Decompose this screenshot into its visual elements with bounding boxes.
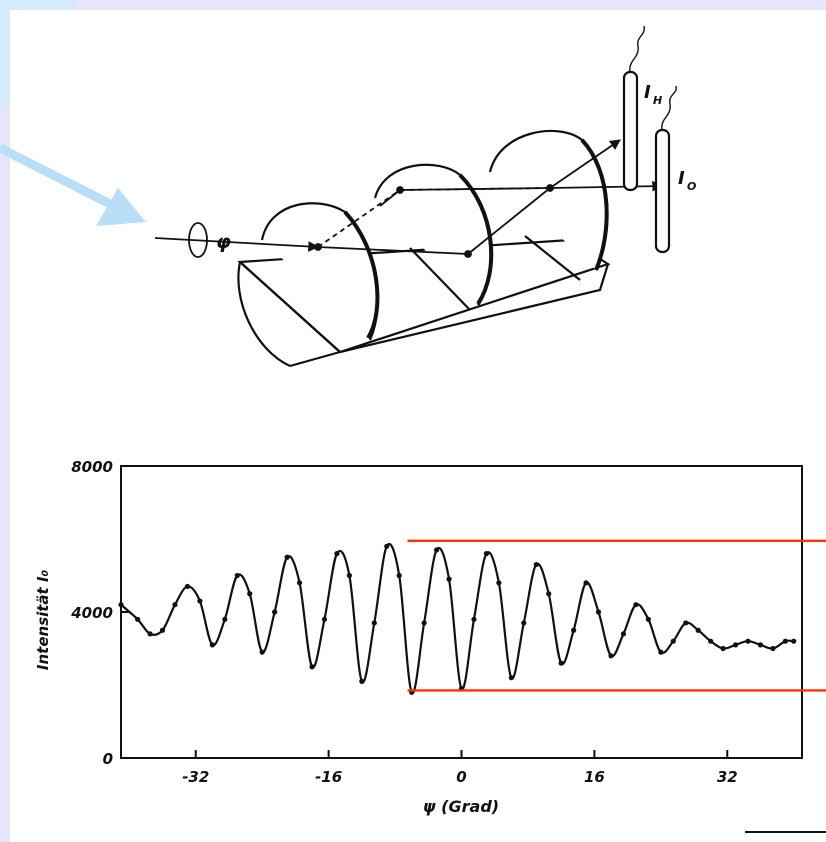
data-point [720, 645, 726, 652]
data-point [533, 561, 539, 568]
data-point [595, 609, 602, 615]
data-point [645, 616, 651, 622]
data-point [371, 620, 377, 626]
data-point [396, 572, 402, 579]
y-tick-label: 0 [103, 750, 113, 768]
beam-path [154, 139, 664, 258]
data-point [446, 576, 452, 582]
data-point [334, 551, 340, 557]
data-point [732, 642, 739, 648]
data-point [147, 631, 153, 637]
x-tick-label: -32 [182, 768, 209, 786]
y-tick-label: 8000 [71, 458, 113, 476]
data-point [421, 620, 427, 626]
data-point [546, 591, 552, 597]
data-point [708, 638, 714, 644]
y-axis-label: Intensität I₀ [34, 569, 52, 670]
x-tick-label: 0 [456, 768, 466, 786]
data-point [670, 638, 676, 644]
intensity-chart: -32 -16 0 16 32 0 4000 8000 Intensität I₀ ψ (Gr… [34, 458, 826, 816]
detector-h-label: I [644, 82, 651, 103]
x-tick-label: 32 [717, 768, 738, 786]
data-point [222, 616, 228, 622]
data-point [259, 649, 265, 655]
data-point [197, 598, 203, 604]
rotation-arrow-icon [188, 222, 208, 258]
data-point [791, 638, 797, 644]
data-point [172, 602, 178, 608]
crystal-disc-3 [488, 129, 609, 271]
data-point [346, 572, 352, 579]
data-point [633, 602, 639, 608]
data-point [583, 580, 589, 586]
data-point [471, 616, 477, 622]
data-point [135, 616, 141, 622]
detector-o-icon [654, 85, 677, 254]
x-tick-label: 16 [584, 768, 605, 786]
data-point [620, 631, 627, 637]
data-point [296, 580, 303, 586]
crystal-disc-1 [260, 202, 380, 341]
data-point [745, 638, 751, 644]
data-point [234, 572, 240, 579]
detector-o-label: I [678, 168, 685, 189]
data-point [608, 653, 614, 659]
y-tick-label: 4000 [70, 604, 113, 622]
data-point [159, 627, 166, 633]
x-axis-label: ψ (Grad) [423, 797, 499, 816]
data-point [247, 591, 253, 597]
data-point [571, 627, 577, 633]
figure-page [10, 10, 826, 842]
data-point [770, 645, 776, 652]
intensity-curve [120, 543, 794, 695]
data-point [118, 602, 124, 608]
detector-o-subscript: O [687, 180, 696, 193]
data-point [184, 583, 191, 590]
data-point [209, 642, 215, 648]
data-point [521, 620, 527, 626]
rotation-label: φ [216, 231, 231, 253]
data-point [384, 543, 390, 549]
plot-frame [120, 465, 803, 759]
data-point [483, 551, 490, 557]
x-tick-label: -16 [315, 768, 342, 786]
data-point [359, 678, 365, 684]
data-point [695, 627, 701, 633]
data-point [558, 660, 564, 666]
data-point [433, 547, 440, 553]
detector-h-icon [622, 25, 645, 192]
data-point [272, 609, 278, 615]
highlight-arrow [0, 143, 146, 226]
data-point [683, 620, 689, 626]
apparatus-diagram [154, 25, 677, 368]
crystal-disc-2 [373, 163, 494, 306]
data-point [496, 580, 502, 586]
data-point [782, 638, 788, 644]
detector-h-subscript: H [653, 94, 662, 107]
data-point [658, 649, 664, 655]
data-point [321, 616, 328, 622]
data-point [757, 642, 764, 648]
data-point [508, 675, 514, 681]
data-point [309, 664, 315, 670]
data-point [284, 554, 290, 560]
